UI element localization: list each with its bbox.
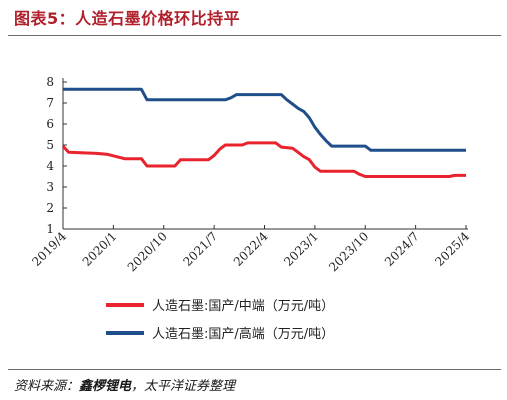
bottom-rule (8, 369, 501, 370)
y-tick-label: 6 (46, 117, 54, 131)
figure-title: 图表5：人造石墨价格环比持平 (14, 9, 241, 28)
y-tick-label: 5 (46, 138, 54, 152)
y-tick-label: 4 (46, 159, 54, 173)
y-tick-label: 7 (46, 96, 54, 110)
x-tick-label: 2025/4 (432, 229, 472, 269)
x-tick-label: 2020/1 (80, 229, 120, 269)
chart-legend: 人造石墨:国产/中端（万元/吨） 人造石墨:国产/高端（万元/吨） (106, 299, 334, 342)
x-tick-label: 2022/4 (231, 229, 271, 269)
top-rule (8, 35, 501, 36)
source-note: 资料来源：鑫椤锂电，太平洋证券整理 (14, 375, 235, 394)
source-separator: ， (131, 379, 145, 394)
legend-label-2: 人造石墨:国产/高端（万元/吨） (152, 326, 334, 342)
x-tick-label: 2020/10 (125, 229, 170, 274)
legend-label-1: 人造石墨:国产/中端（万元/吨） (152, 299, 334, 314)
x-tick-label: 2024/7 (382, 229, 422, 269)
chart-series (61, 87, 466, 178)
x-tick-label: 2021/7 (180, 229, 220, 269)
source-secondary: 太平洋证券整理 (144, 379, 236, 394)
y-tick-label: 3 (46, 180, 54, 194)
source-prefix: 资料来源： (14, 379, 80, 394)
series-line-1 (61, 141, 466, 178)
x-tick-label: 2023/1 (281, 229, 321, 269)
y-tick-label: 1 (46, 222, 54, 236)
y-tick-label: 2 (46, 201, 54, 215)
y-tick-label: 8 (46, 75, 54, 89)
source-primary: 鑫椤锂电 (79, 379, 132, 394)
x-tick-label: 2023/10 (326, 229, 371, 274)
series-line-2 (63, 87, 466, 152)
